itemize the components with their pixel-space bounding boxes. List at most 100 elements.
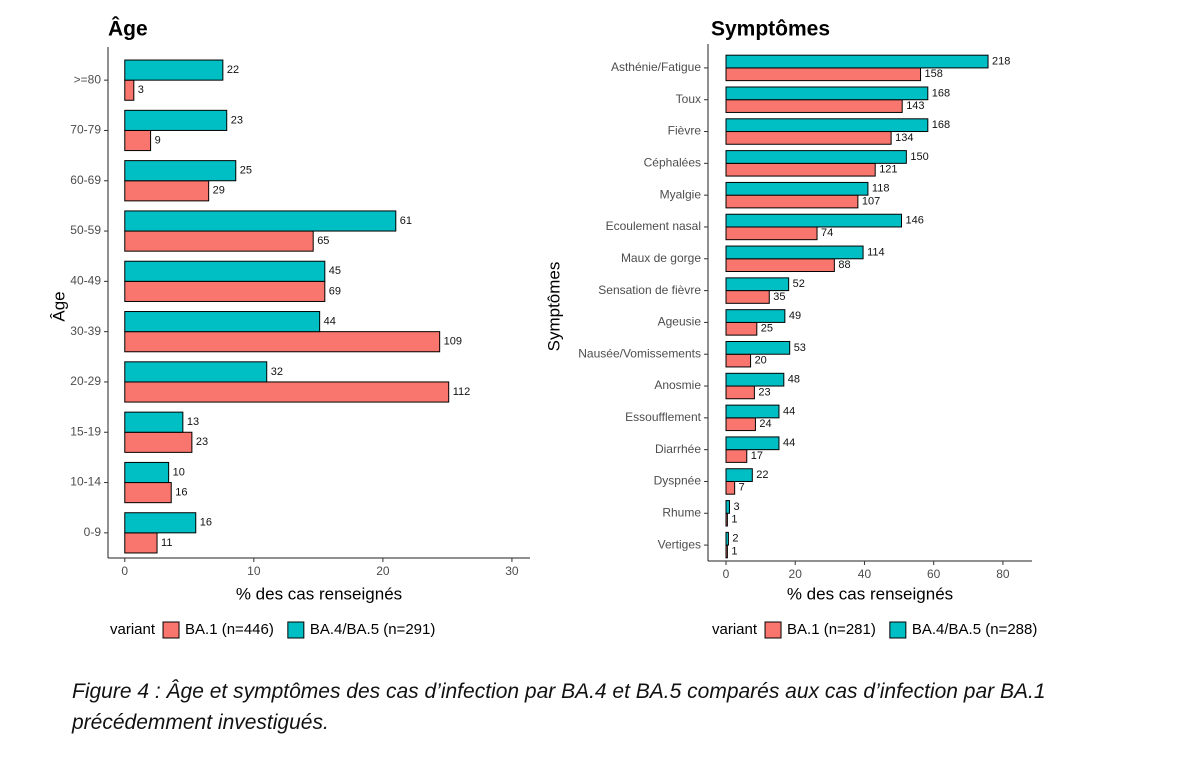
y-tick-label: Maux de gorge (621, 251, 701, 265)
bar (725, 181, 869, 196)
y-tick-label: Dyspnée (654, 474, 702, 488)
bar-count-label: 218 (992, 55, 1010, 67)
x-tick-label: 30 (505, 564, 519, 578)
bar-count-label: 44 (324, 315, 336, 327)
bar (124, 381, 450, 403)
bar (124, 210, 397, 232)
bar (725, 468, 753, 482)
y-tick-label: 40-49 (70, 274, 101, 288)
bar-count-label: 134 (895, 132, 913, 144)
bar (725, 194, 859, 209)
bar (124, 461, 170, 484)
y-tick-label: Anosmie (654, 378, 701, 392)
x-tick-label: 0 (121, 564, 128, 578)
y-tick-label: 70-79 (70, 123, 101, 137)
bar-count-label: 11 (161, 537, 172, 549)
bar (124, 482, 172, 504)
bar-count-label: 2 (732, 533, 738, 545)
bar-count-label: 53 (794, 342, 806, 354)
bar-count-label: 143 (906, 100, 924, 112)
bar (725, 213, 902, 228)
bar-count-label: 35 (773, 291, 785, 303)
bar-count-label: 168 (932, 87, 950, 99)
y-tick-label: 15-19 (70, 424, 101, 438)
legend-title: variant (712, 621, 758, 638)
bar-count-label: 22 (227, 64, 239, 76)
y-tick-label: 60-69 (70, 173, 101, 187)
bar-count-label: 1 (731, 545, 737, 557)
legend-title: variant (110, 621, 156, 638)
bar-count-label: 44 (783, 405, 795, 417)
bar (725, 436, 780, 451)
bar-count-label: 3 (733, 501, 739, 513)
y-tick-label: Asthénie/Fatigue (611, 60, 701, 74)
y-axis-label: Âge (49, 291, 68, 321)
bar-count-label: 25 (240, 165, 252, 177)
bar (124, 109, 228, 131)
bar-count-label: 13 (187, 416, 199, 428)
bar-count-label: 29 (213, 185, 225, 197)
bar-count-label: 23 (231, 114, 243, 126)
bar (725, 150, 907, 164)
bar-count-label: 69 (329, 285, 341, 297)
bar-count-label: 7 (739, 482, 745, 494)
y-tick-label: Toux (676, 92, 701, 106)
bar (725, 54, 989, 69)
y-axis-label: Symptômes (544, 262, 563, 352)
bar-count-label: 74 (821, 227, 833, 239)
bar-count-label: 150 (910, 151, 928, 163)
legend-swatch (287, 621, 305, 639)
bar (124, 280, 326, 302)
y-tick-label: Ecoulement nasal (606, 219, 701, 233)
legend-label: BA.1 (n=446) (185, 621, 274, 638)
bar (725, 86, 929, 101)
bar-count-label: 20 (755, 354, 767, 366)
legend-label: BA.4/BA.5 (n=291) (310, 621, 436, 638)
bar-count-label: 49 (789, 310, 801, 322)
bar (725, 417, 756, 432)
bar (725, 245, 864, 260)
bar-count-label: 61 (400, 215, 412, 227)
y-tick-label: Sensation de fièvre (598, 283, 701, 297)
bar-count-label: 121 (879, 164, 897, 176)
bar-count-label: 22 (756, 469, 768, 481)
bar-count-label: 32 (271, 366, 283, 378)
bar (725, 531, 729, 546)
x-tick-label: 20 (789, 567, 803, 581)
bar-count-label: 45 (329, 265, 341, 277)
y-tick-label: Essoufflement (625, 410, 701, 424)
bar (725, 309, 786, 323)
bar (725, 67, 922, 82)
x-tick-label: 0 (723, 567, 730, 581)
legend-swatch (889, 621, 907, 639)
bar (725, 118, 929, 133)
bar (725, 277, 790, 292)
bar (124, 230, 314, 252)
bar-count-label: 24 (759, 418, 771, 430)
y-tick-label: Céphalées (644, 156, 701, 170)
y-tick-label: Vertiges (658, 537, 701, 551)
bar (725, 512, 728, 527)
bar-count-label: 48 (788, 374, 800, 386)
bar-count-label: 44 (783, 437, 795, 449)
bar (124, 79, 135, 101)
bar-count-label: 16 (175, 487, 187, 499)
bar-count-label: 16 (200, 517, 212, 529)
bar (124, 59, 224, 81)
y-tick-label: Ageusie (658, 315, 702, 329)
bar (124, 311, 321, 333)
bar (725, 500, 730, 514)
bar-count-label: 109 (444, 336, 462, 348)
bar-count-label: 88 (838, 259, 850, 271)
bar (124, 129, 152, 152)
bar (725, 353, 752, 368)
figure-caption: Figure 4 : Âge et symptômes des cas d’in… (72, 680, 1046, 734)
legend-label: BA.1 (n=281) (787, 621, 876, 638)
y-tick-label: 0-9 (84, 525, 102, 539)
bar (725, 480, 736, 495)
bar (725, 404, 780, 419)
bar (725, 544, 728, 559)
bar (725, 372, 785, 387)
